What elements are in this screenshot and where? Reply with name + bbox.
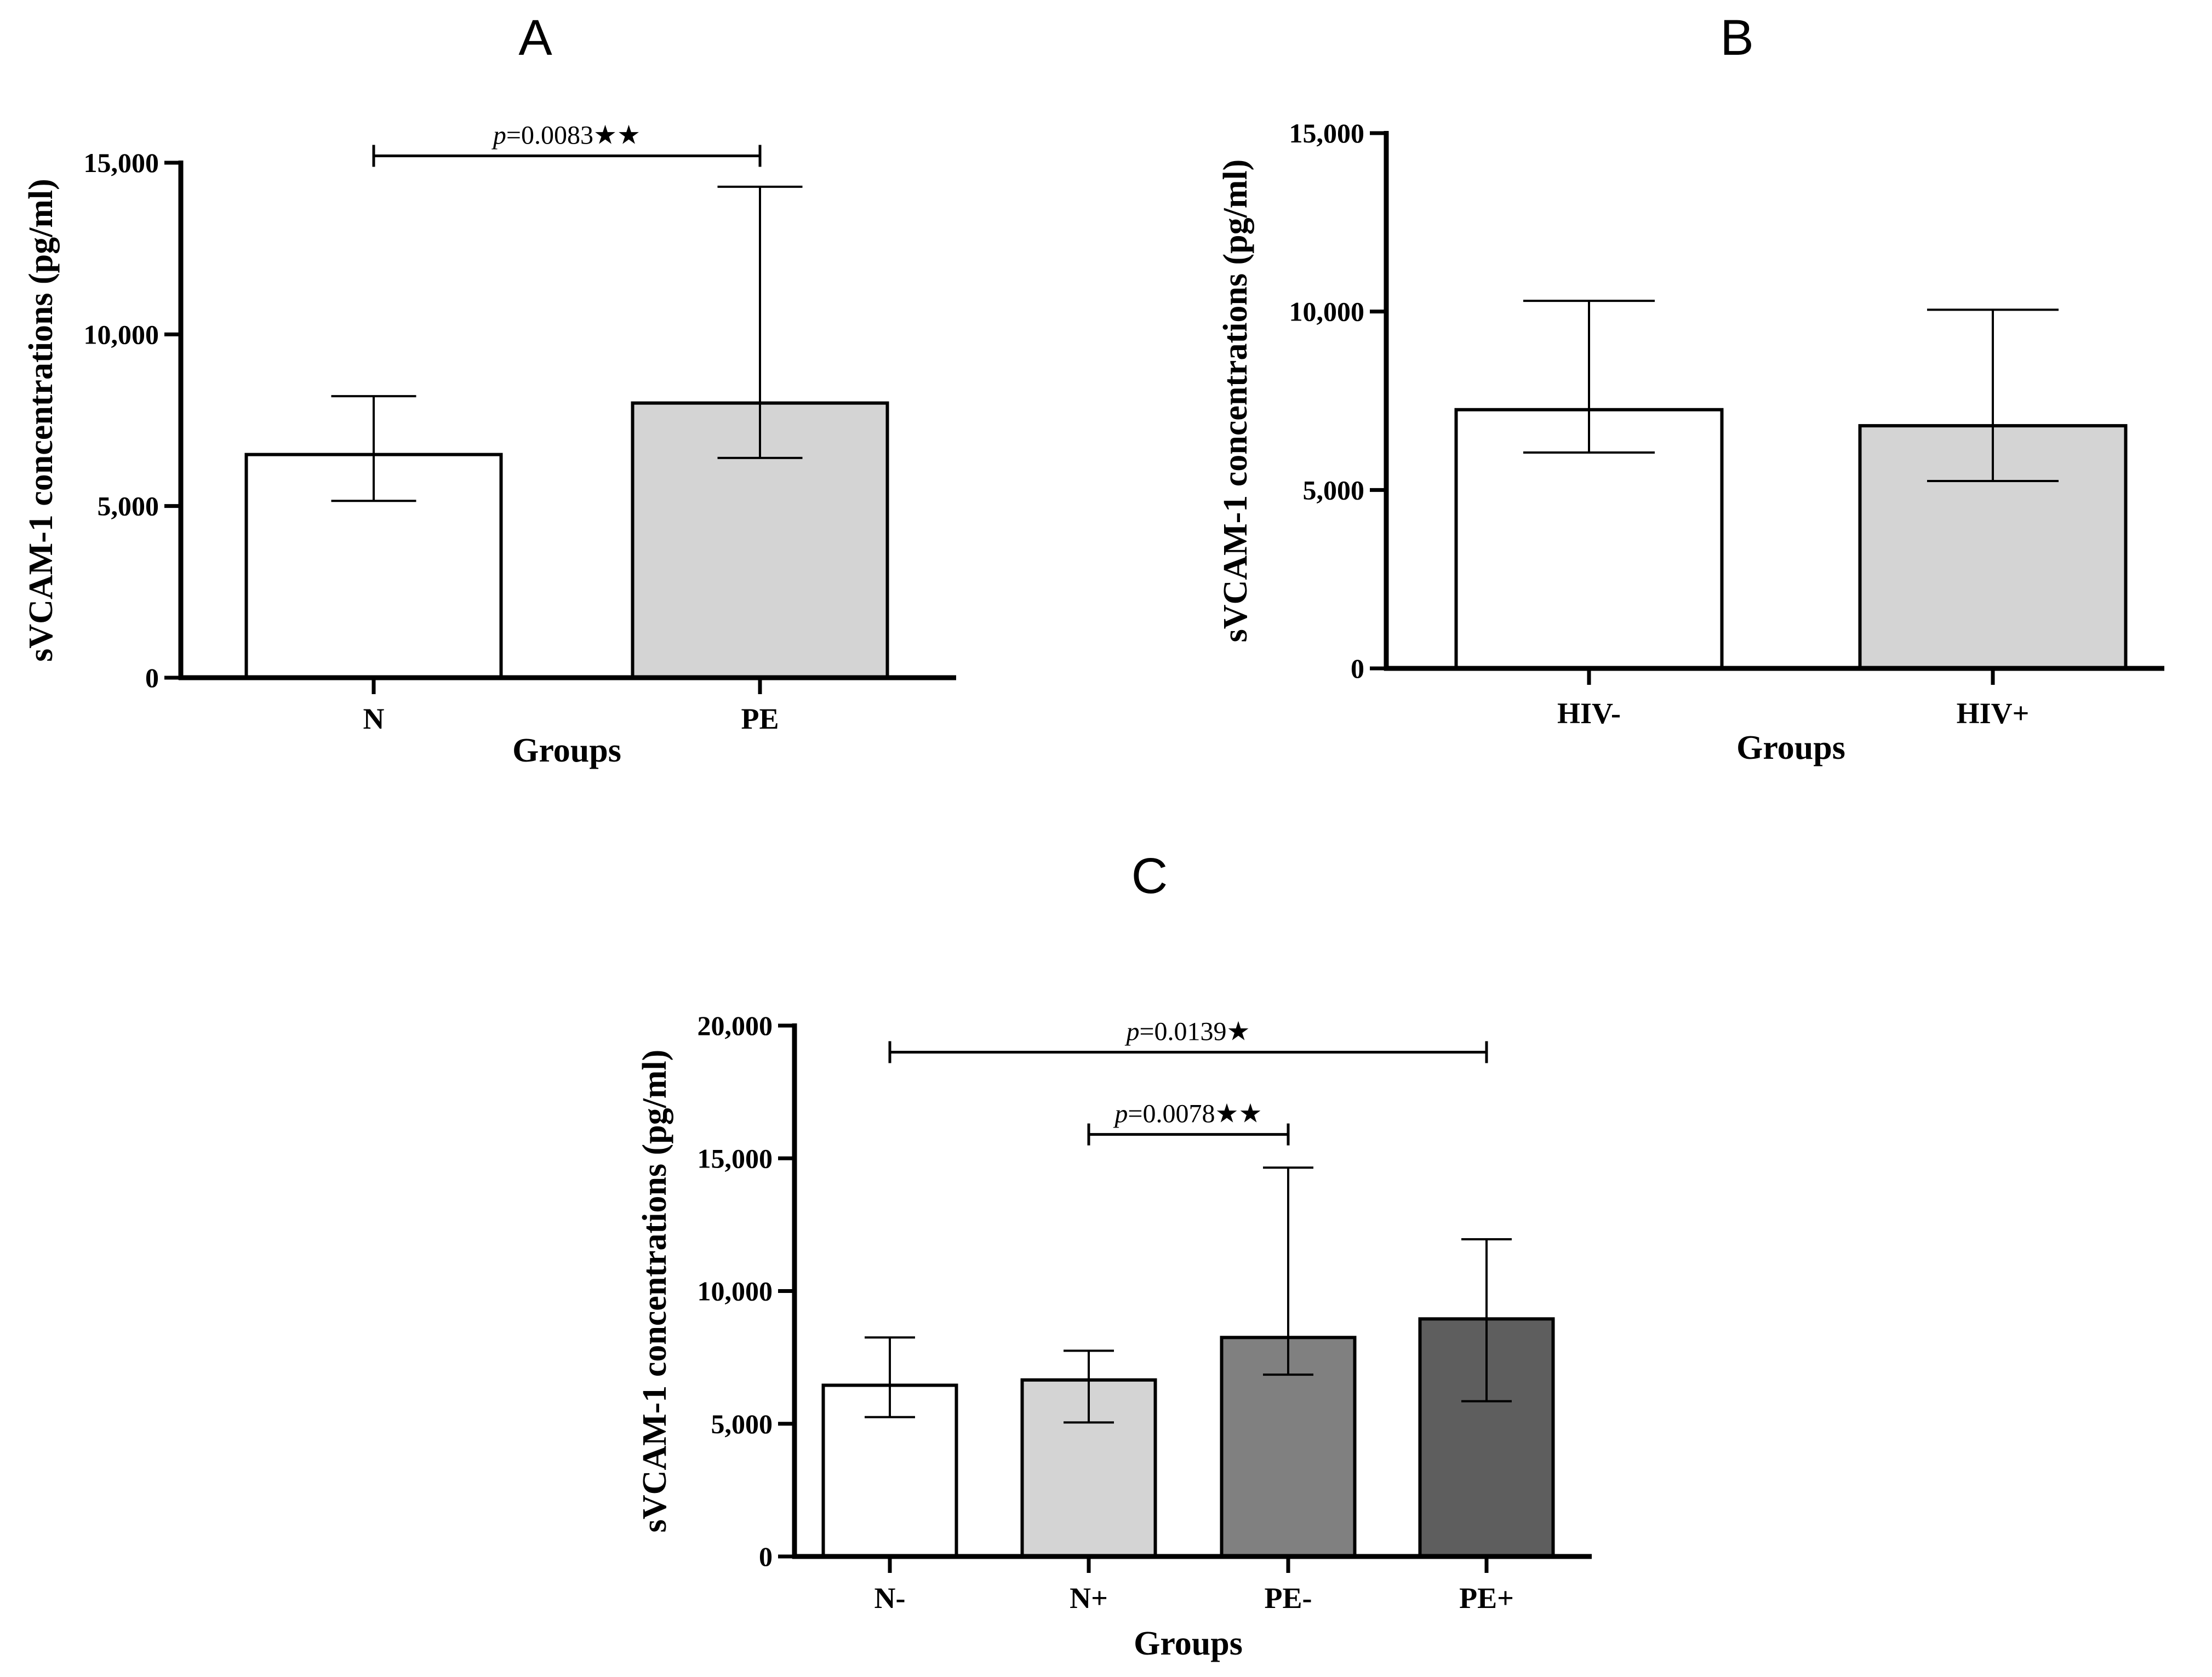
panel-letter: B <box>1720 10 1753 66</box>
chart-panel-b: B 0 5,000 10,000 15,000 HIV- HIV+ Groups sVCAM-1… <box>1217 10 2164 766</box>
x-tick-label: PE+ <box>1459 1582 1514 1615</box>
x-tick-label: HIV+ <box>1957 697 2030 730</box>
y-tick-label: 20,000 <box>698 1010 773 1041</box>
significance-stars: ★★ <box>1215 1100 1262 1129</box>
x-axis-title: Groups <box>1134 1625 1243 1662</box>
y-tick-label: 5,000 <box>98 491 159 522</box>
significance-p-value: =0.0083 <box>506 121 593 150</box>
significance-stars: ★ <box>1227 1017 1250 1046</box>
significance-stars: ★★ <box>593 121 641 150</box>
significance-p-symbol: p <box>1113 1100 1128 1129</box>
y-tick-label: 15,000 <box>698 1143 773 1174</box>
x-tick-label: PE- <box>1265 1582 1312 1615</box>
x-tick-label: N <box>363 702 385 735</box>
significance-p-value: =0.0078 <box>1128 1100 1215 1129</box>
y-tick-label: 10,000 <box>698 1276 773 1307</box>
significance-p-symbol: p <box>1124 1017 1139 1046</box>
significance-p-symbol: p <box>491 121 506 150</box>
x-axis-title: Groups <box>512 732 621 769</box>
y-tick-label: 15,000 <box>1289 118 1365 148</box>
x-tick-label: N+ <box>1070 1582 1108 1615</box>
significance-label: p=0.0139★ <box>1124 1017 1250 1046</box>
chart-panel-a: A 0 5,000 10,000 15,000 N PE Groups sVCAM-1 conc… <box>22 10 956 769</box>
y-tick-label: 5,000 <box>1303 474 1365 505</box>
y-axis-title: sVCAM-1 concentrations (pg/ml) <box>636 1050 673 1533</box>
y-axis-title: sVCAM-1 concentrations (pg/ml) <box>22 179 60 662</box>
y-tick-label: 15,000 <box>84 147 159 178</box>
significance-p-value: =0.0139 <box>1139 1017 1226 1046</box>
y-tick-label: 0 <box>1351 653 1364 684</box>
panel-letter: C <box>1131 848 1168 904</box>
x-axis-title: Groups <box>1736 729 1845 766</box>
x-tick-label: N- <box>874 1582 906 1615</box>
panel-letter: A <box>518 10 552 66</box>
x-tick-label: HIV- <box>1557 697 1621 730</box>
y-tick-label: 0 <box>759 1541 773 1572</box>
y-tick-label: 10,000 <box>84 319 159 350</box>
y-tick-label: 10,000 <box>1289 296 1365 327</box>
y-tick-label: 0 <box>145 662 159 693</box>
y-axis-title: sVCAM-1 concentrations (pg/ml) <box>1217 159 1254 643</box>
significance-label: p=0.0083★★ <box>491 121 641 150</box>
x-tick-label: PE <box>741 702 779 735</box>
chart-panel-c: C 0 5,000 10,000 15,000 20,000 N- N+ PE- PE+ Group… <box>636 848 1592 1662</box>
y-tick-label: 5,000 <box>711 1409 773 1439</box>
significance-label: p=0.0078★★ <box>1113 1100 1262 1129</box>
